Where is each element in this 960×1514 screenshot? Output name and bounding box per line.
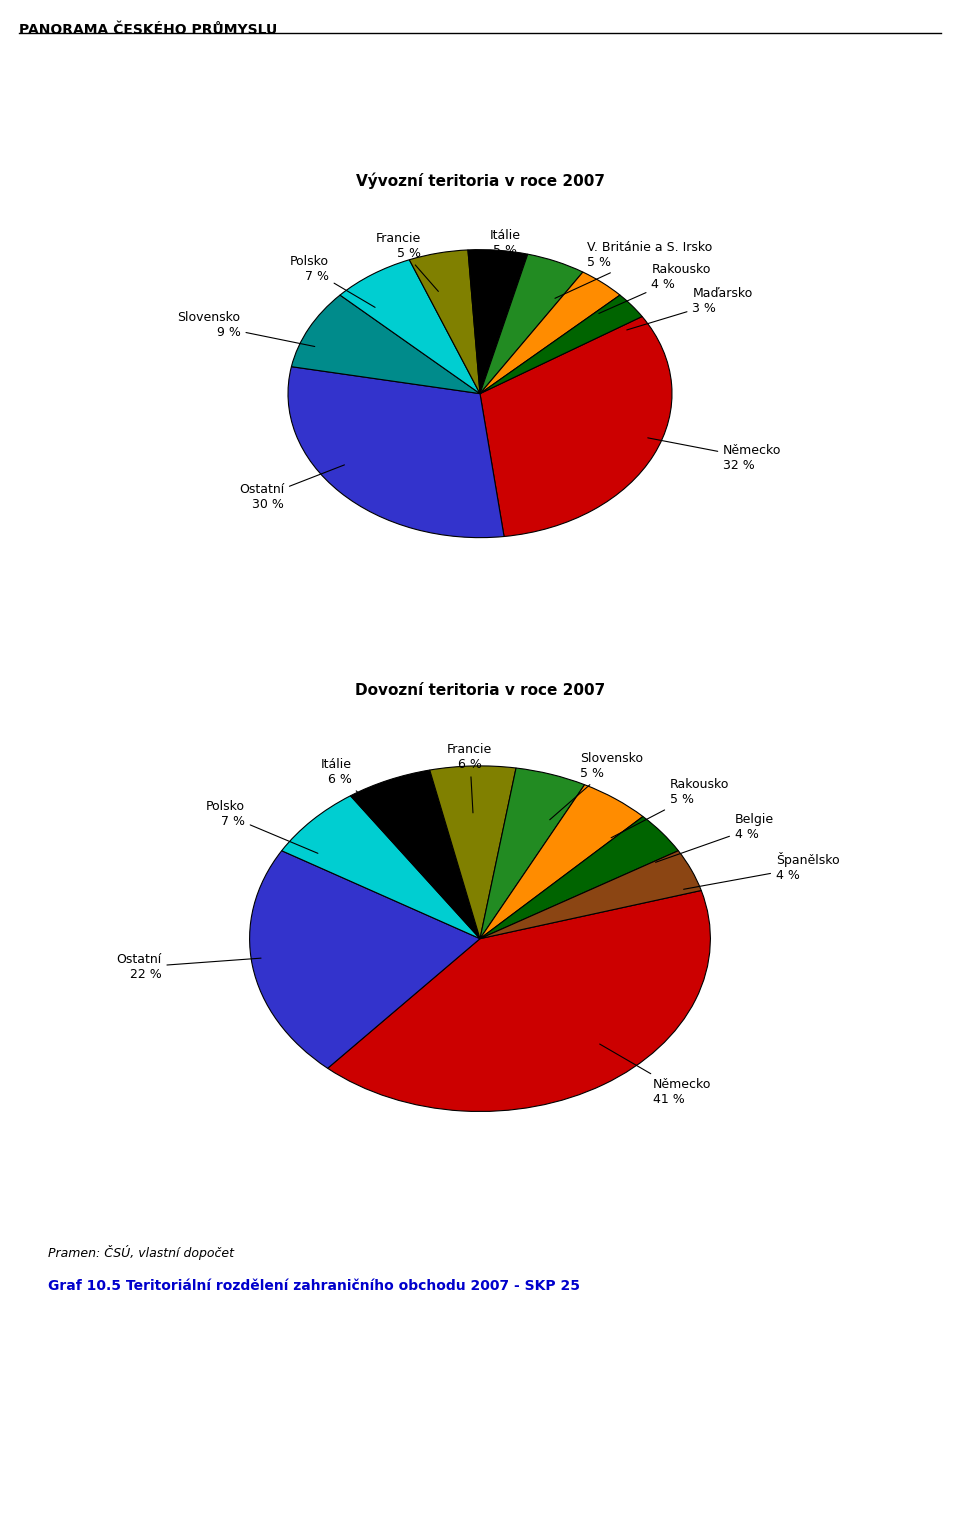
Text: PANORAMA ČESKÉHO PRŮMYSLU: PANORAMA ČESKÉHO PRŮMYSLU [19,23,277,36]
Title: Dovozní teritoria v roce 2007: Dovozní teritoria v roce 2007 [355,683,605,698]
Wedge shape [480,273,620,394]
Wedge shape [288,366,504,537]
Wedge shape [350,771,480,939]
Text: Německo
41 %: Německo 41 % [600,1045,711,1105]
Text: Slovensko
9 %: Slovensko 9 % [178,310,315,347]
Text: Itálie
5 %: Itálie 5 % [490,229,520,289]
Wedge shape [480,254,583,394]
Text: V. Británie a S. Irsko
5 %: V. Británie a S. Irsko 5 % [555,241,712,298]
Title: Vývozní teritoria v roce 2007: Vývozní teritoria v roce 2007 [355,173,605,189]
Wedge shape [480,851,701,939]
Wedge shape [480,784,643,939]
Text: Polsko
7 %: Polsko 7 % [205,801,318,854]
Wedge shape [292,295,480,394]
Wedge shape [250,851,480,1069]
Wedge shape [468,250,528,394]
Text: Ostatní
30 %: Ostatní 30 % [239,465,345,512]
Wedge shape [480,316,672,536]
Text: Belgie
4 %: Belgie 4 % [656,813,774,863]
Wedge shape [480,768,585,939]
Text: Polsko
7 %: Polsko 7 % [290,254,375,307]
Wedge shape [480,295,642,394]
Text: Španělsko
4 %: Španělsko 4 % [684,851,840,889]
Text: Pramen: ČSÚ, vlastní dopočet: Pramen: ČSÚ, vlastní dopočet [48,1245,234,1260]
Text: Ostatní
22 %: Ostatní 22 % [116,954,261,981]
Wedge shape [327,890,710,1111]
Wedge shape [480,816,679,939]
Wedge shape [430,766,516,939]
Text: Itálie
6 %: Itálie 6 % [321,759,391,824]
Text: Francie
5 %: Francie 5 % [376,232,439,291]
Text: Rakousko
5 %: Rakousko 5 % [612,778,729,837]
Text: Graf 10.5 Teritoriální rozdělení zahraničního obchodu 2007 - SKP 25: Graf 10.5 Teritoriální rozdělení zahrani… [48,1279,580,1293]
Text: Německo
32 %: Německo 32 % [648,438,781,472]
Text: Maďarsko
3 %: Maďarsko 3 % [627,288,753,330]
Text: Rakousko
4 %: Rakousko 4 % [599,263,710,313]
Wedge shape [340,260,480,394]
Wedge shape [281,796,480,939]
Text: Francie
6 %: Francie 6 % [447,743,492,813]
Wedge shape [409,250,480,394]
Text: Slovensko
5 %: Slovensko 5 % [550,752,642,819]
